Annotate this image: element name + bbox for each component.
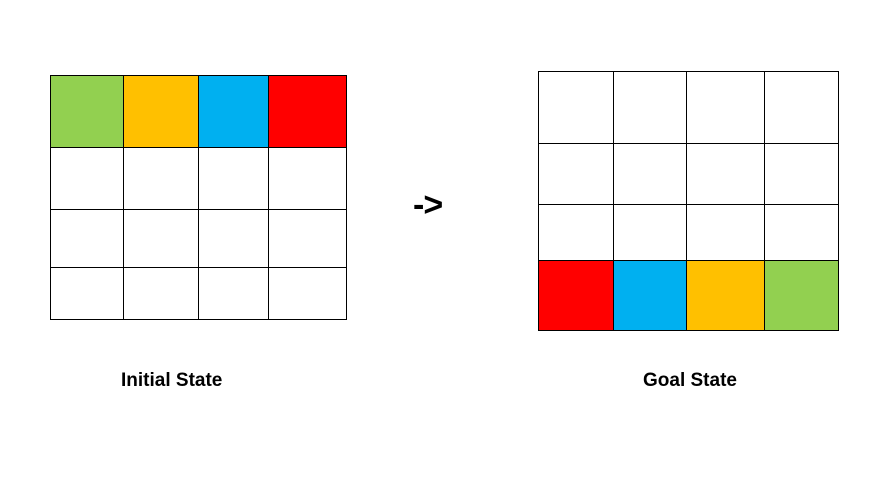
initial-cell: [198, 267, 269, 320]
initial-cell: [50, 147, 124, 210]
goal-cell: [764, 204, 839, 261]
goal-cell: [686, 71, 765, 144]
initial-cell: [123, 75, 199, 148]
goal-cell: [538, 143, 614, 205]
initial-cell: [268, 267, 347, 320]
initial-cell: [50, 75, 124, 148]
goal-cell: [613, 143, 687, 205]
initial-state-label: Initial State: [121, 370, 223, 391]
goal-cell: [538, 204, 614, 261]
transition-arrow: ->: [413, 186, 443, 224]
goal-cell: [686, 204, 765, 261]
initial-cell: [123, 147, 199, 210]
initial-cell: [123, 267, 199, 320]
goal-cell: [686, 260, 765, 331]
goal-cell: [538, 260, 614, 331]
initial-cell: [123, 209, 199, 268]
initial-cell: [198, 147, 269, 210]
goal-cell: [764, 143, 839, 205]
initial-cell: [198, 209, 269, 268]
initial-cell: [268, 209, 347, 268]
goal-cell: [613, 71, 687, 144]
goal-cell: [764, 71, 839, 144]
initial-cell: [268, 147, 347, 210]
goal-cell: [613, 260, 687, 331]
goal-cell: [538, 71, 614, 144]
initial-cell: [198, 75, 269, 148]
initial-cell: [50, 209, 124, 268]
goal-cell: [764, 260, 839, 331]
initial-cell: [50, 267, 124, 320]
goal-cell: [613, 204, 687, 261]
initial-state-grid: [50, 75, 347, 320]
goal-state-label: Goal State: [643, 370, 737, 391]
goal-state-grid: [538, 71, 839, 331]
initial-cell: [268, 75, 347, 148]
goal-cell: [686, 143, 765, 205]
